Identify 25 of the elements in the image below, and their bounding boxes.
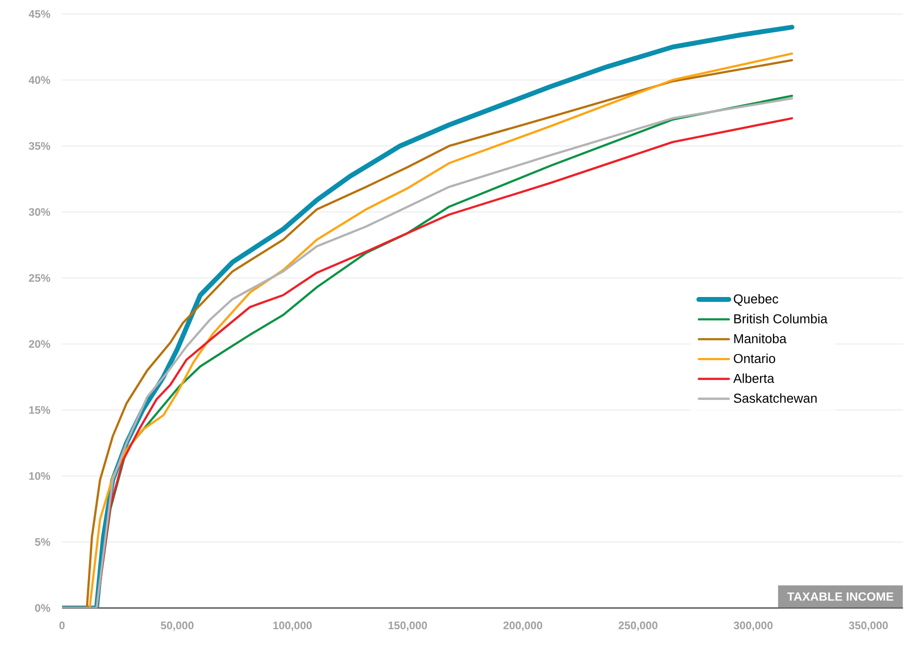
x-axis-title: TAXABLE INCOME bbox=[787, 592, 894, 601]
y-tick-label: 15% bbox=[29, 406, 50, 414]
legend-label: Manitoba bbox=[734, 334, 786, 344]
legend-label: Saskatchewan bbox=[734, 393, 817, 403]
x-tick-label: 300,000 bbox=[734, 622, 773, 631]
x-tick-label: 200,000 bbox=[503, 622, 542, 631]
y-tick-label: 0% bbox=[35, 604, 50, 612]
legend-label: British Columbia bbox=[734, 314, 828, 324]
x-tick-label: 0 bbox=[59, 622, 65, 630]
y-tick-label: 20% bbox=[28, 340, 50, 348]
x-tick-label: 250,000 bbox=[618, 622, 658, 631]
x-tick-label: 150,000 bbox=[388, 622, 427, 631]
x-tick-label: 100,000 bbox=[273, 622, 312, 631]
y-tick-label: 45% bbox=[28, 10, 50, 18]
y-tick-label: 25% bbox=[28, 274, 50, 282]
y-tick-label: 40% bbox=[28, 76, 50, 84]
legend-label: Ontario bbox=[734, 354, 776, 364]
legend-label: Alberta bbox=[733, 373, 774, 383]
y-tick-label: 35% bbox=[28, 142, 50, 150]
y-tick-label: 10% bbox=[29, 472, 50, 480]
x-tick-label: 50,000 bbox=[160, 622, 194, 631]
legend-label: Quebec bbox=[734, 294, 778, 306]
y-tick-label: 30% bbox=[28, 208, 50, 216]
y-tick-label: 5% bbox=[34, 538, 50, 546]
x-tick-label: 350,000 bbox=[848, 622, 888, 631]
